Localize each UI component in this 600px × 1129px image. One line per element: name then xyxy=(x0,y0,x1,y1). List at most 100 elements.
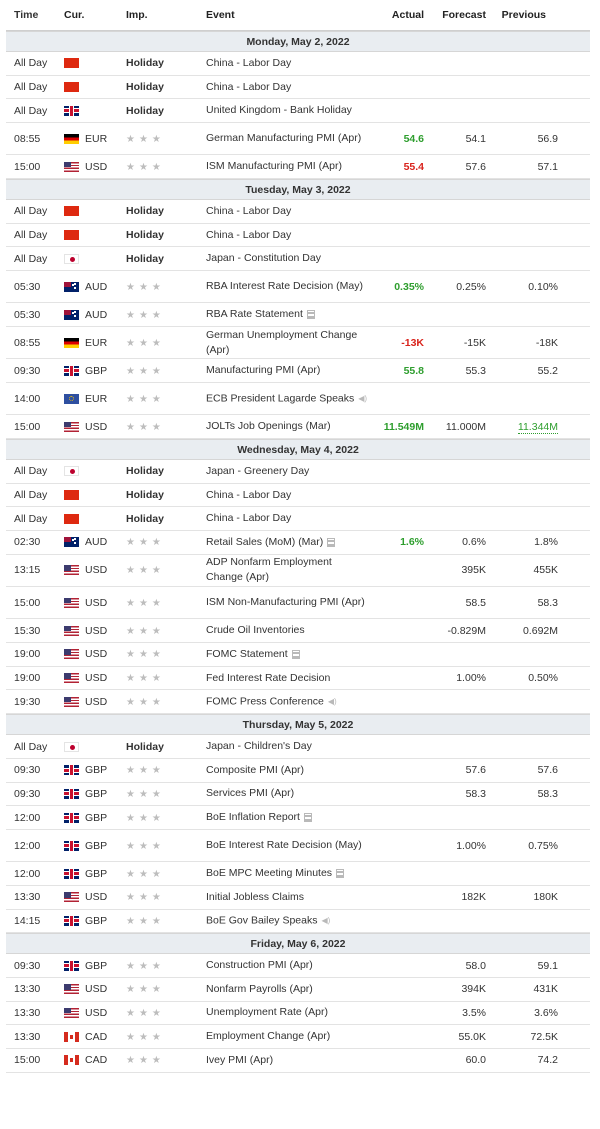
event-name[interactable]: ECB President Lagarde Speaks xyxy=(206,392,355,405)
event-row[interactable]: 19:00 USD ★★★ FOMC Statement xyxy=(6,643,590,667)
header-currency[interactable]: Cur. xyxy=(64,9,85,21)
importance-stars-icon: ★★★ xyxy=(126,1007,206,1019)
event-name[interactable]: Unemployment Rate (Apr) xyxy=(206,1006,328,1019)
event-row[interactable]: All Day Holiday China - Labor Day xyxy=(6,200,590,224)
forecast-value: 57.6 xyxy=(465,160,486,173)
event-row[interactable]: 09:30 GBP ★★★ Services PMI (Apr) 58.3 58.3 xyxy=(6,783,590,807)
speaker-icon[interactable]: ◀) xyxy=(321,916,331,926)
event-name[interactable]: BoE Interest Rate Decision (May) xyxy=(206,839,362,852)
event-name[interactable]: China - Labor Day xyxy=(206,512,292,525)
event-name[interactable]: German Manufacturing PMI (Apr) xyxy=(206,132,362,145)
event-row[interactable]: 05:30 AUD ★★★ RBA Interest Rate Decision (M… xyxy=(6,271,590,304)
event-row[interactable]: 14:15 GBP ★★★ BoE Gov Bailey Speaks ◀) xyxy=(6,910,590,934)
document-icon[interactable] xyxy=(327,537,336,547)
event-name[interactable]: United Kingdom - Bank Holiday xyxy=(206,104,352,117)
header-time[interactable]: Time xyxy=(14,9,39,21)
event-row[interactable]: 02:30 AUD ★★★ Retail Sales (MoM) (Mar) 1.6% 0… xyxy=(6,531,590,555)
event-row[interactable]: All Day Holiday China - Labor Day xyxy=(6,76,590,100)
event-row[interactable]: 15:00 USD ★★★ JOLTs Job Openings (Mar) 11.54… xyxy=(6,415,590,440)
event-row[interactable]: All Day Holiday China - Labor Day xyxy=(6,484,590,508)
event-name[interactable]: Manufacturing PMI (Apr) xyxy=(206,364,321,377)
header-previous[interactable]: Previous xyxy=(501,9,546,21)
event-row[interactable]: 13:30 USD ★★★ Initial Jobless Claims 182K 180… xyxy=(6,886,590,910)
document-icon[interactable] xyxy=(303,812,312,822)
speaker-icon[interactable]: ◀) xyxy=(358,394,368,404)
event-row[interactable]: All Day Holiday China - Labor Day xyxy=(6,224,590,248)
event-row[interactable]: 15:30 USD ★★★ Crude Oil Inventories -0.829M 0… xyxy=(6,619,590,644)
speaker-icon[interactable]: ◀) xyxy=(327,697,337,707)
forecast-value: 394K xyxy=(461,983,486,996)
header-actual[interactable]: Actual xyxy=(391,9,424,21)
event-row[interactable]: 08:55 EUR ★★★ German Unemployment Change (A… xyxy=(6,327,590,360)
event-name[interactable]: ISM Manufacturing PMI (Apr) xyxy=(206,160,342,173)
event-row[interactable]: 15:00 USD ★★★ ISM Manufacturing PMI (Apr) 55… xyxy=(6,155,590,180)
event-name[interactable]: FOMC Press Conference xyxy=(206,695,324,708)
event-name[interactable]: Crude Oil Inventories xyxy=(206,624,305,637)
event-row[interactable]: 12:00 GBP ★★★ BoE Interest Rate Decision (M… xyxy=(6,830,590,863)
event-name[interactable]: BoE MPC Meeting Minutes xyxy=(206,867,333,880)
event-name[interactable]: RBA Rate Statement xyxy=(206,308,303,321)
document-icon[interactable] xyxy=(291,649,300,659)
event-row[interactable]: All Day Holiday Japan - Greenery Day xyxy=(6,460,590,484)
event-row[interactable]: 09:30 GBP ★★★ Construction PMI (Apr) 58.0 59.… xyxy=(6,954,590,978)
event-name[interactable]: China - Labor Day xyxy=(206,488,292,501)
event-name[interactable]: China - Labor Day xyxy=(206,228,292,241)
event-row[interactable]: 19:30 USD ★★★ FOMC Press Conference ◀) xyxy=(6,690,590,715)
jp-flag-icon xyxy=(64,253,79,264)
event-name[interactable]: China - Labor Day xyxy=(206,204,292,217)
event-cell: Japan - Constitution Day xyxy=(206,251,370,266)
event-name[interactable]: ADP Nonfarm Employment Change (Apr) xyxy=(206,556,332,584)
event-name[interactable]: China - Labor Day xyxy=(206,56,292,69)
event-row[interactable]: 13:30 CAD ★★★ Employment Change (Apr) 55.0K 7… xyxy=(6,1025,590,1050)
event-row[interactable]: All Day Holiday United Kingdom - Bank Holi… xyxy=(6,99,590,124)
event-row[interactable]: 13:15 USD ★★★ ADP Nonfarm Employment Change… xyxy=(6,555,590,588)
header-importance[interactable]: Imp. xyxy=(126,9,148,21)
event-name[interactable]: German Unemployment Change (Apr) xyxy=(206,328,358,356)
event-row[interactable]: 08:55 EUR ★★★ German Manufacturing PMI (Apr… xyxy=(6,123,590,156)
event-name[interactable]: Composite PMI (Apr) xyxy=(206,763,305,776)
event-row[interactable]: All Day Holiday China - Labor Day xyxy=(6,52,590,76)
event-name[interactable]: Services PMI (Apr) xyxy=(206,787,295,800)
event-row[interactable]: 13:30 USD ★★★ Nonfarm Payrolls (Apr) 394K 431… xyxy=(6,978,590,1002)
event-name[interactable]: Retail Sales (MoM) (Mar) xyxy=(206,535,324,548)
event-row[interactable]: 15:00 USD ★★★ ISM Non-Manufacturing PMI (Ap… xyxy=(6,587,590,620)
event-name[interactable]: Japan - Greenery Day xyxy=(206,464,310,477)
event-row[interactable]: 13:30 USD ★★★ Unemployment Rate (Apr) 3.5% 3.… xyxy=(6,1002,590,1026)
event-row[interactable]: 12:00 GBP ★★★ BoE MPC Meeting Minutes xyxy=(6,862,590,886)
event-name[interactable]: Construction PMI (Apr) xyxy=(206,959,313,972)
star-icon: ★★★ xyxy=(126,673,165,685)
event-name[interactable]: Japan - Constitution Day xyxy=(206,252,321,265)
event-row[interactable]: 14:00 EUR ★★★ ECB President Lagarde Speaks ◀… xyxy=(6,383,590,416)
event-name[interactable]: Japan - Children's Day xyxy=(206,740,312,752)
event-name[interactable]: Ivey PMI (Apr) xyxy=(206,1053,274,1066)
event-name[interactable]: Employment Change (Apr) xyxy=(206,1030,331,1043)
event-name[interactable]: ISM Non-Manufacturing PMI (Apr) xyxy=(206,596,365,609)
event-row[interactable]: 09:30 GBP ★★★ Composite PMI (Apr) 57.6 57.6 xyxy=(6,759,590,783)
event-row[interactable]: 15:00 CAD ★★★ Ivey PMI (Apr) 60.0 74.2 xyxy=(6,1049,590,1073)
actual-value: 55.4 xyxy=(403,160,424,173)
event-row[interactable]: 05:30 AUD ★★★ RBA Rate Statement xyxy=(6,303,590,328)
document-icon[interactable] xyxy=(336,868,345,878)
previous-value[interactable]: 11.344M xyxy=(517,420,558,434)
event-row[interactable]: All Day Holiday China - Labor Day xyxy=(6,507,590,532)
event-name[interactable]: Initial Jobless Claims xyxy=(206,890,305,903)
event-name[interactable]: BoE Inflation Report xyxy=(206,811,300,824)
event-name[interactable]: FOMC Statement xyxy=(206,647,288,660)
importance-stars-icon: ★★★ xyxy=(126,597,206,609)
event-row[interactable]: All Day Holiday Japan - Children's Day xyxy=(6,735,590,759)
event-row[interactable]: All Day Holiday Japan - Constitution Day xyxy=(6,247,590,272)
event-row[interactable]: 12:00 GBP ★★★ BoE Inflation Report xyxy=(6,806,590,830)
event-name[interactable]: JOLTs Job Openings (Mar) xyxy=(206,420,331,433)
event-name[interactable]: Nonfarm Payrolls (Apr) xyxy=(206,982,313,995)
event-time: 09:30 xyxy=(14,787,41,800)
event-row[interactable]: 09:30 GBP ★★★ Manufacturing PMI (Apr) 55.8 55… xyxy=(6,359,590,384)
event-name[interactable]: RBA Interest Rate Decision (May) xyxy=(206,280,363,293)
event-row[interactable]: 19:00 USD ★★★ Fed Interest Rate Decision 1.0… xyxy=(6,667,590,691)
event-name[interactable]: Fed Interest Rate Decision xyxy=(206,671,331,684)
event-name[interactable]: BoE Gov Bailey Speaks xyxy=(206,914,318,927)
forecast-value: 0.6% xyxy=(462,536,486,549)
event-name[interactable]: China - Labor Day xyxy=(206,80,292,93)
header-event[interactable]: Event xyxy=(206,8,235,21)
header-forecast[interactable]: Forecast xyxy=(442,9,486,21)
document-icon[interactable] xyxy=(306,309,315,319)
